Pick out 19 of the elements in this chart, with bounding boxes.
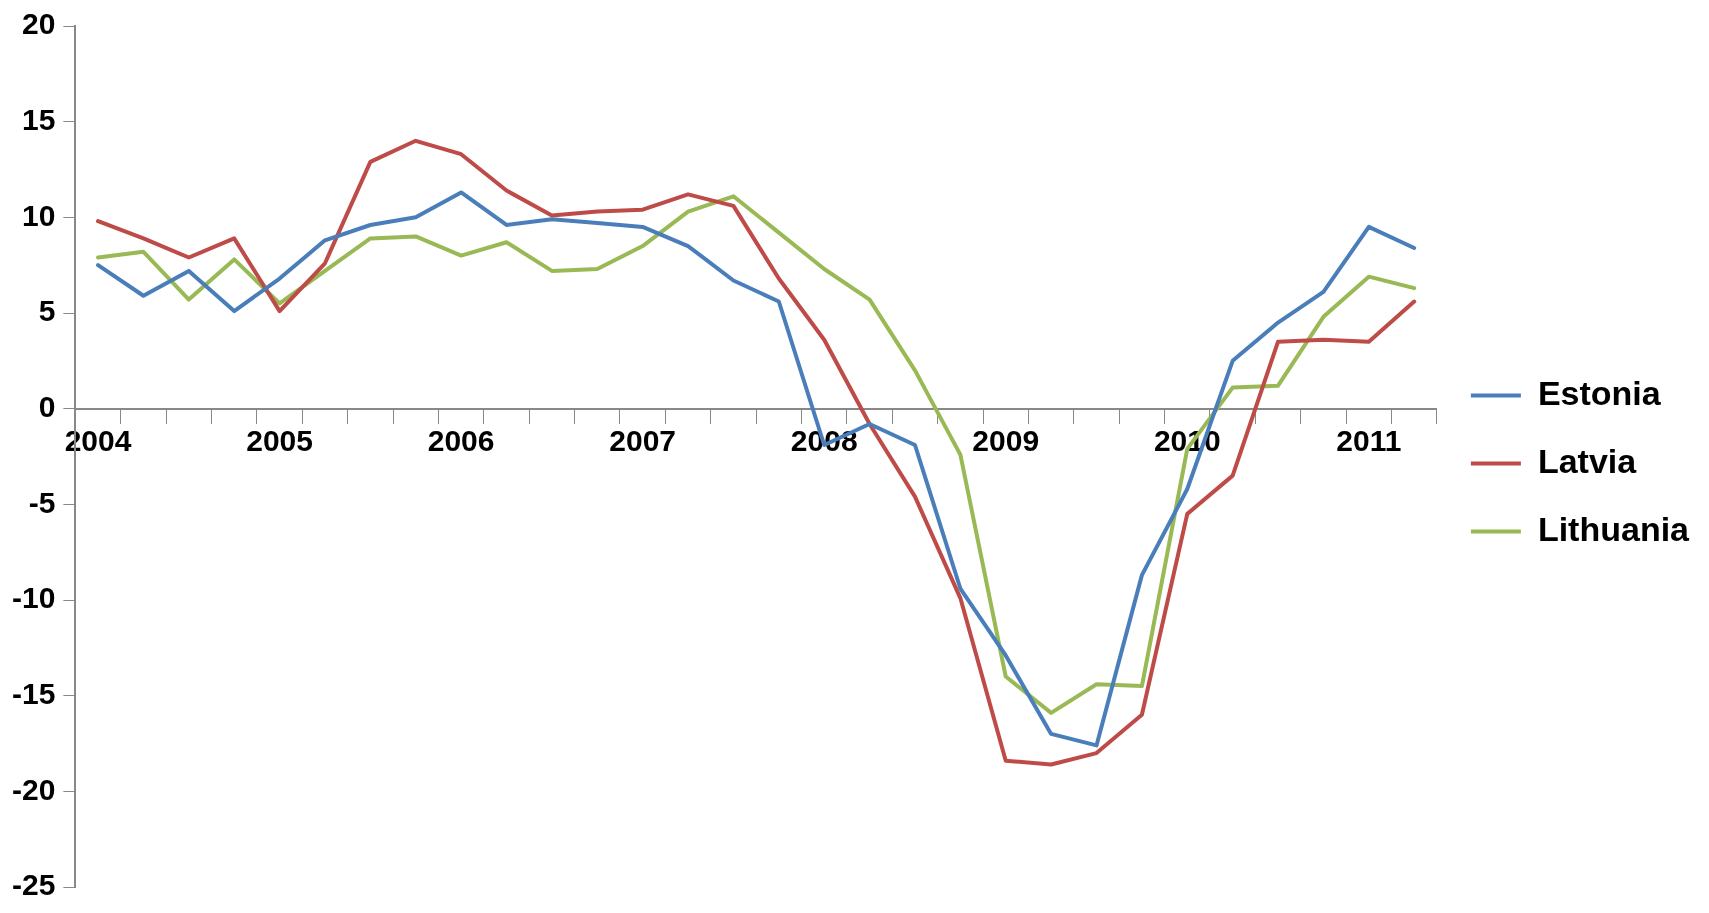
legend-label: Lithuania bbox=[1537, 509, 1691, 548]
x-tick-label: 2009 bbox=[972, 423, 1040, 457]
x-tick-label: 2005 bbox=[246, 423, 313, 457]
x-tick-label: 2004 bbox=[64, 423, 132, 457]
y-tick-label: -5 bbox=[28, 485, 56, 519]
y-tick-label: -15 bbox=[12, 676, 56, 710]
y-tick-label: -20 bbox=[12, 772, 56, 806]
y-tick-label: 20 bbox=[21, 7, 56, 41]
x-tick-label: 2006 bbox=[427, 423, 495, 457]
y-tick-label: -25 bbox=[12, 868, 56, 902]
y-tick-label: 0 bbox=[38, 389, 56, 423]
x-tick-label: 2011 bbox=[1336, 423, 1402, 457]
y-tick-label: -10 bbox=[12, 581, 56, 615]
y-tick-label: 10 bbox=[21, 198, 56, 232]
x-tick-label: 2007 bbox=[609, 423, 677, 457]
y-tick-label: 5 bbox=[38, 294, 56, 328]
legend-label: Estonia bbox=[1537, 373, 1662, 412]
legend-label: Latvia bbox=[1537, 441, 1638, 480]
y-tick-label: 15 bbox=[21, 102, 56, 136]
